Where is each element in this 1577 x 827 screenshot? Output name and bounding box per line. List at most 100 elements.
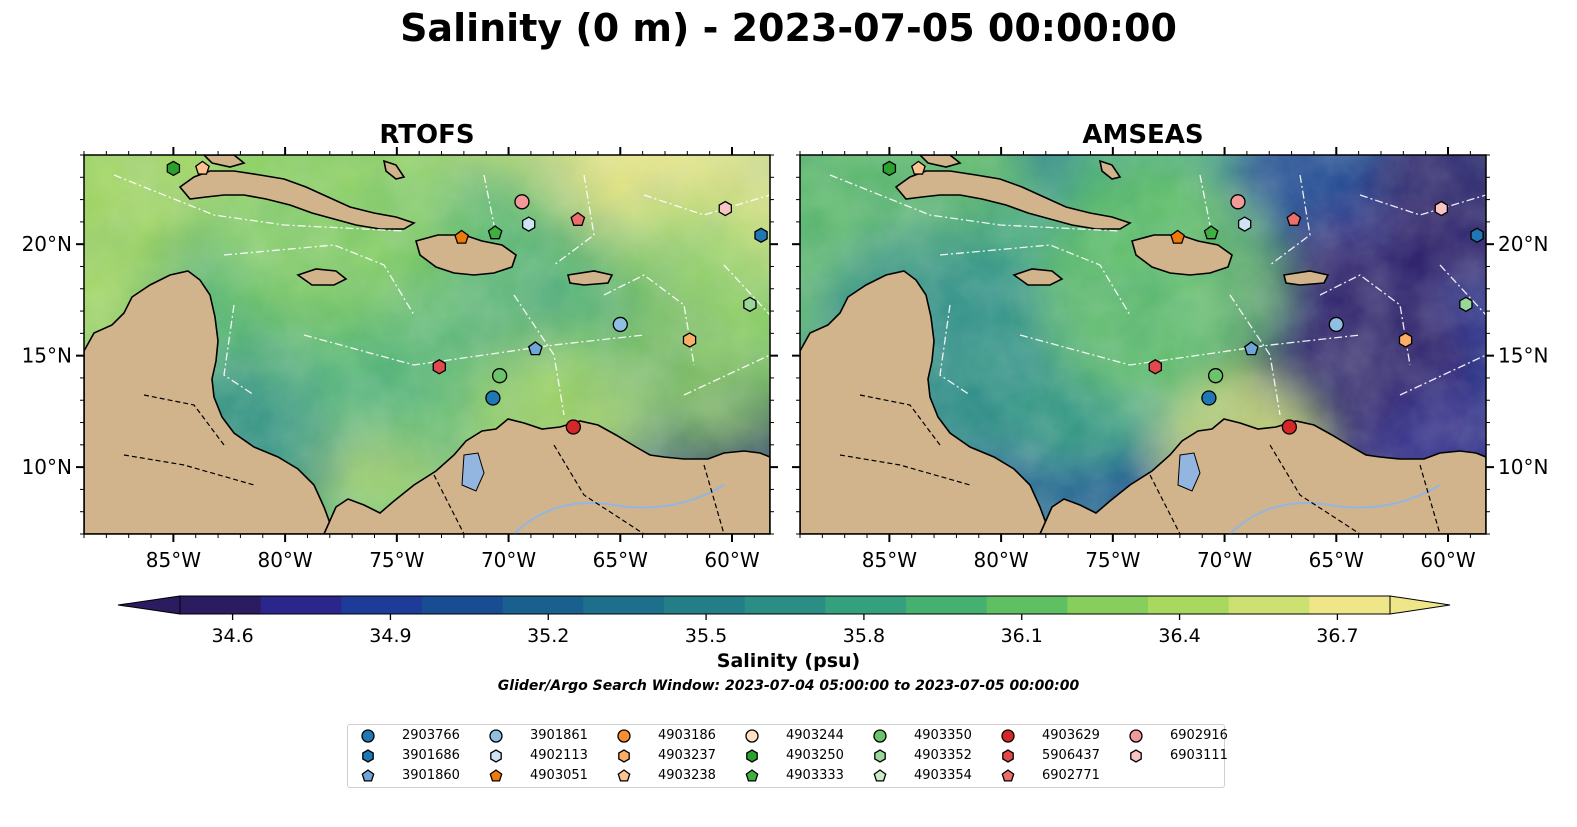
legend-label: 4903238 (658, 768, 716, 783)
circle-marker-icon (617, 729, 631, 743)
lat-tick-label: 10°N (22, 455, 72, 479)
circle-marker-icon (1129, 729, 1143, 743)
axes-overlay: 85°W 80°W 75°W 70°W 65°W 60°W 10°N 15°N 20°N 85°W… (22, 147, 1548, 572)
circle-marker-icon (873, 729, 887, 743)
legend-label: 4903244 (786, 728, 844, 743)
colorbar-tick-label: 34.9 (369, 625, 411, 647)
platform-marker-4903237 (682, 332, 697, 348)
lon-tick-label: 75°W (1085, 548, 1140, 572)
lon-tick-label: 60°W (704, 548, 759, 572)
lon-tick-label: 80°W (973, 548, 1028, 572)
lat-tick-label: 20°N (22, 232, 72, 256)
platform-marker-4903051 (1170, 229, 1186, 244)
lon-tick-label: 65°W (593, 548, 648, 572)
platform-marker-4903238 (195, 160, 210, 175)
circle-marker-icon (745, 729, 759, 743)
platform-marker-4903250 (882, 160, 897, 177)
pentagon-marker-icon (617, 769, 631, 782)
platform-marker-4903350 (491, 368, 508, 384)
legend-label: 4903350 (914, 728, 972, 743)
legend-label: 3901686 (402, 748, 460, 763)
colorbar-tick-label: 36.1 (1001, 625, 1043, 647)
platform-marker-4903629 (565, 419, 582, 435)
platform-marker-4903250 (166, 160, 181, 177)
colorbar-tick-label: 36.4 (1158, 625, 1200, 647)
legend-label: 2903766 (402, 728, 460, 743)
hexagon-marker-icon (746, 749, 758, 763)
platform-marker-3901861 (1328, 316, 1344, 333)
colorbar: 34.6 34.9 35.2 35.5 35.8 36.1 36.4 36.7 (117, 595, 1451, 647)
legend-label: 4903354 (914, 768, 972, 783)
platform-legend: 2903766 3901686 3901860 3901861 4902113 49030… (347, 724, 1228, 788)
platform-marker-4903333 (1203, 225, 1219, 240)
platform-marker-6902771 (1286, 211, 1302, 226)
lon-tick-label: 85°W (862, 548, 917, 572)
lon-tick-label: 70°W (481, 548, 536, 572)
legend-label: 6902771 (1042, 768, 1100, 783)
figure-title: Salinity (0 m) - 2023-07-05 00:00:00 (400, 6, 1177, 50)
colorbar-tick-label: 35.5 (685, 625, 727, 647)
lon-tick-label: 85°W (146, 548, 201, 572)
colorbar-label: Salinity (psu) (716, 650, 861, 672)
platform-marker-4903350 (1207, 368, 1224, 384)
legend-label: 4903237 (658, 748, 716, 763)
platform-marker-4902113 (1237, 216, 1252, 232)
platform-marker-3901860 (527, 341, 543, 356)
lat-tick-label: 15°N (1498, 344, 1548, 368)
platform-marker-3901686 (1470, 227, 1484, 244)
lon-tick-label: 60°W (1420, 548, 1475, 572)
platform-marker-6902771 (570, 211, 586, 226)
colorbar-tick-label: 35.8 (843, 625, 885, 647)
legend-label: 4903333 (786, 768, 844, 783)
platform-marker-4902113 (521, 216, 536, 232)
platform-marker-2903766 (485, 390, 501, 406)
platform-marker-6902916 (1230, 194, 1246, 210)
hexagon-marker-icon (1130, 749, 1142, 763)
pentagon-marker-icon (873, 769, 887, 782)
pentagon-marker-icon (361, 769, 375, 782)
legend-label: 5906437 (1042, 748, 1100, 763)
platform-marker-3901686 (754, 227, 768, 244)
platform-marker-3901860 (1243, 341, 1259, 356)
hexagon-marker-icon (1002, 749, 1014, 763)
hexagon-marker-icon (618, 749, 630, 763)
platform-marker-4903238 (911, 160, 926, 175)
platform-marker-4903352 (743, 296, 757, 313)
platform-marker-3901861 (612, 316, 628, 333)
circle-marker-icon (489, 729, 503, 743)
pentagon-marker-icon (745, 769, 759, 782)
platform-marker-2903766 (1201, 390, 1217, 406)
platform-marker-6902916 (514, 194, 530, 210)
lon-tick-label: 65°W (1309, 548, 1364, 572)
legend-label: 4903186 (658, 728, 716, 743)
legend-label: 4903051 (530, 768, 588, 783)
panel-title-rtofs: RTOFS (379, 120, 475, 150)
platform-marker-4903629 (1281, 419, 1298, 435)
colorbar-tick-label: 34.6 (211, 625, 253, 647)
platform-marker-6903111 (718, 200, 733, 217)
legend-label: 6902916 (1170, 728, 1228, 743)
colorbar-tick-label: 35.2 (527, 625, 569, 647)
legend-label: 4903629 (1042, 728, 1100, 743)
platform-marker-6903111 (1434, 200, 1449, 217)
lat-tick-label: 15°N (22, 344, 72, 368)
legend-label: 4903352 (914, 748, 972, 763)
lon-tick-label: 70°W (1197, 548, 1252, 572)
circle-marker-icon (361, 729, 375, 743)
platform-marker-4903333 (487, 225, 503, 240)
panel-title-amseas: AMSEAS (1082, 120, 1204, 150)
map-panel-amseas (800, 155, 1486, 534)
lat-tick-label: 10°N (1498, 455, 1548, 479)
platform-marker-5906437 (432, 359, 447, 375)
search-window-caption: Glider/Argo Search Window: 2023-07-04 05… (497, 678, 1080, 694)
hexagon-marker-icon (490, 749, 502, 763)
legend-label: 4903250 (786, 748, 844, 763)
circle-marker-icon (1001, 729, 1015, 743)
legend-label: 3901860 (402, 768, 460, 783)
map-panel-rtofs (84, 155, 770, 534)
legend-label: 6903111 (1170, 748, 1228, 763)
lat-tick-label: 20°N (1498, 232, 1548, 256)
platform-marker-5906437 (1148, 359, 1162, 375)
pentagon-marker-icon (1001, 769, 1015, 782)
